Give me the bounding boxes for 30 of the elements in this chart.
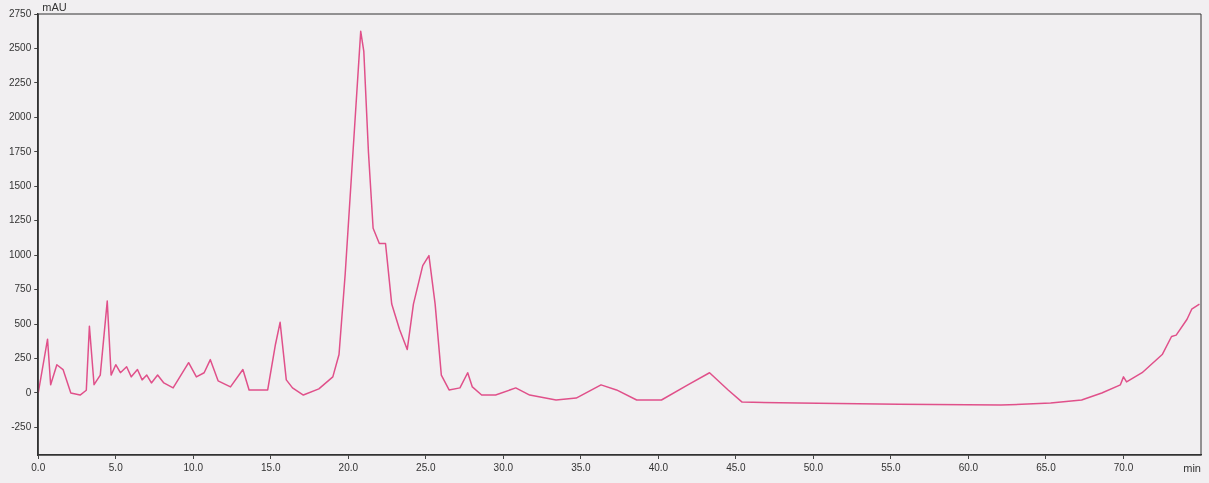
x-tick-label: 45.0 [726, 461, 747, 473]
y-tick-label: 2000 [9, 111, 32, 123]
y-tick-label: 2750 [9, 7, 32, 19]
y-tick-label: 1250 [9, 214, 32, 226]
y-tick-label: 750 [14, 283, 32, 295]
x-axis-title: min [1183, 461, 1201, 474]
x-tick-label: 60.0 [958, 461, 979, 473]
y-tick-label: 250 [14, 352, 32, 364]
y-tick-label: 2500 [9, 42, 32, 54]
x-tick-label: 5.0 [108, 461, 124, 473]
y-tick-label: 2250 [9, 76, 32, 88]
y-tick-label: 1500 [9, 180, 32, 192]
x-tick-label: 20.0 [338, 461, 359, 473]
y-tick-label: -250 [11, 421, 32, 433]
x-tick-label: 0.0 [31, 461, 46, 473]
y-axis-title: mAU [42, 0, 67, 13]
x-tick-label: 55.0 [881, 461, 902, 473]
x-tick-label: 35.0 [571, 461, 592, 473]
x-tick-label: 10.0 [183, 461, 204, 473]
y-tick-label: 1000 [9, 248, 32, 260]
x-tick-label: 15.0 [261, 461, 281, 473]
x-tick-label: 70.0 [1113, 461, 1134, 473]
y-tick-label: 500 [14, 317, 32, 329]
x-tick-label: 25.0 [416, 461, 436, 473]
x-tick-label: 30.0 [493, 461, 514, 473]
x-tick-label: 65.0 [1036, 461, 1057, 473]
x-tick-label: 50.0 [803, 461, 824, 473]
x-tick-label: 40.0 [648, 461, 669, 473]
y-tick-label: 1750 [9, 145, 32, 157]
y-tick-label: 0 [25, 386, 32, 398]
